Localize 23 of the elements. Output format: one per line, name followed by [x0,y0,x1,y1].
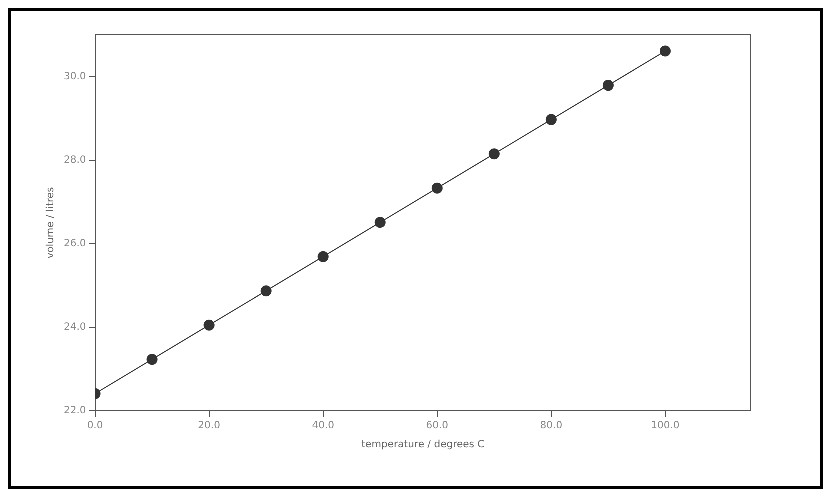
point [488,148,500,160]
point [374,217,386,228]
point [432,182,443,194]
x-axis-title: temperature / degrees C [362,440,485,451]
x-tick-label: 20.0 [198,420,220,432]
point [318,251,329,262]
x-tick-label: 0.0 [87,420,104,432]
y-tick-label: 30.0 [64,71,86,82]
x-tick-label: 100.0 [651,420,680,432]
point [546,114,557,126]
point [602,80,614,92]
y-tick-label: 22.0 [64,406,86,417]
point [146,354,158,366]
point [660,46,671,57]
y-tick-label: 24.0 [64,322,86,334]
x-tick-label: 40.0 [312,420,334,432]
x-tick-label: 80.0 [540,420,563,432]
point [260,286,272,297]
y-tick-label: 28.0 [64,154,86,166]
point [204,320,215,331]
y-tick-label: 26.0 [64,238,86,250]
x-tick-label: 60.0 [426,420,449,432]
y-axis-title: volume / litres [46,187,57,259]
